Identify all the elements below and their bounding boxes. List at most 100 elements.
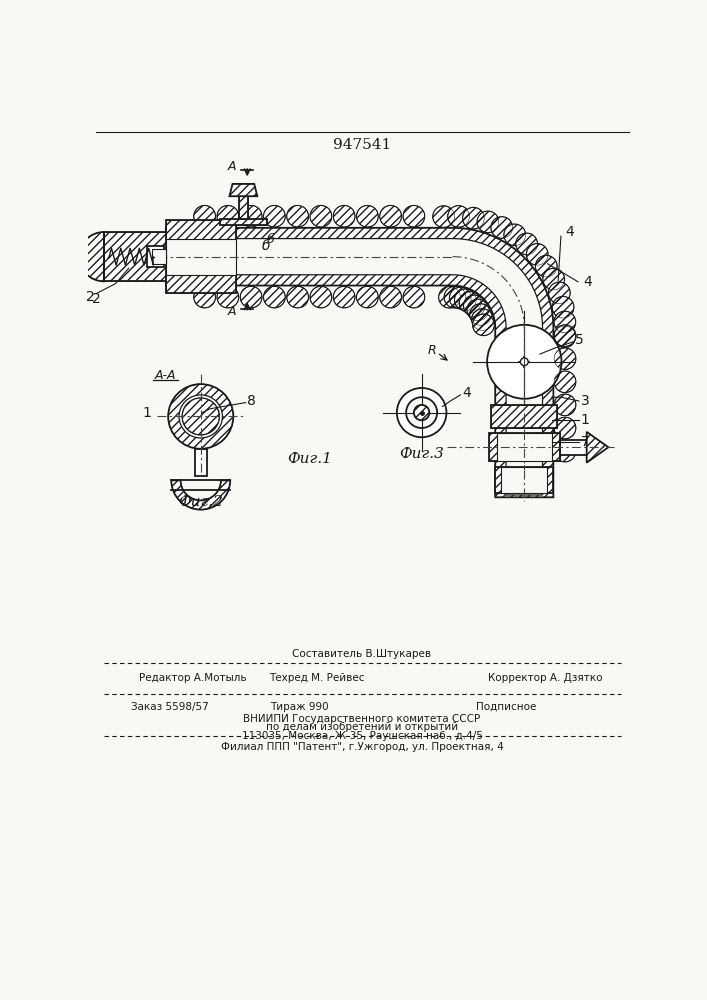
Text: Редактор А.Мотыль: Редактор А.Мотыль [139,673,246,683]
Circle shape [504,224,525,246]
Circle shape [487,325,561,399]
Circle shape [194,205,216,227]
Circle shape [554,348,575,369]
Circle shape [414,405,429,420]
Polygon shape [495,466,554,493]
Circle shape [549,282,570,304]
Circle shape [554,440,575,462]
Text: 7: 7 [580,435,589,449]
Circle shape [240,205,262,227]
Text: Техред М. Рейвес: Техред М. Рейвес [269,673,365,683]
Text: 1: 1 [142,406,151,420]
Text: А: А [228,305,236,318]
Circle shape [469,304,491,325]
Bar [239,196,248,219]
Circle shape [217,286,239,308]
Circle shape [240,286,262,308]
Polygon shape [489,433,559,461]
Text: по делам изобретений и открытий: по делам изобретений и открытий [266,722,458,732]
Circle shape [554,394,575,416]
Circle shape [526,244,548,265]
Polygon shape [166,220,235,293]
Text: А: А [228,160,236,173]
Circle shape [552,296,574,318]
Text: Подписное: Подписное [476,702,536,712]
Polygon shape [497,433,552,461]
Circle shape [264,286,285,308]
Text: б: б [267,233,274,246]
Bar [220,219,267,225]
Polygon shape [501,466,547,493]
Circle shape [462,207,484,229]
Circle shape [217,205,239,227]
Circle shape [477,211,498,233]
Circle shape [554,417,575,439]
Text: 947541: 947541 [333,138,391,152]
Circle shape [554,311,575,333]
Text: 4: 4 [583,275,592,289]
Polygon shape [491,405,557,428]
Circle shape [406,397,437,428]
Circle shape [543,268,564,290]
Text: 1: 1 [580,413,590,427]
Circle shape [472,314,494,336]
Circle shape [310,205,332,227]
Text: 4: 4 [565,225,574,239]
Text: б: б [261,239,269,253]
Circle shape [554,371,575,393]
Text: 5: 5 [575,333,583,347]
Circle shape [356,205,378,227]
Circle shape [333,205,355,227]
Bar [194,449,207,476]
Bar [559,440,587,455]
Circle shape [403,286,425,308]
Circle shape [467,299,489,321]
Circle shape [403,205,425,227]
Circle shape [554,325,575,346]
Circle shape [380,205,402,227]
Text: Филиал ППП "Патент", г.Ужгород, ул. Проектная, 4: Филиал ППП "Патент", г.Ужгород, ул. Прое… [221,742,503,752]
Polygon shape [587,432,609,463]
Text: ВНИИПИ Государственного комитета СССР: ВНИИПИ Государственного комитета СССР [243,714,481,724]
Polygon shape [166,239,542,495]
Circle shape [450,287,471,309]
Text: Фиг.3: Фиг.3 [399,447,444,461]
Text: 4: 4 [462,386,471,400]
Text: 2: 2 [86,290,94,304]
Circle shape [287,205,308,227]
Circle shape [448,206,469,227]
Circle shape [463,295,485,317]
Circle shape [444,286,466,308]
Circle shape [264,205,285,227]
Text: Тираж 990: Тираж 990 [271,702,329,712]
Circle shape [554,326,575,348]
Circle shape [356,286,378,308]
Polygon shape [152,249,166,264]
Circle shape [194,286,216,308]
Text: А-А: А-А [154,369,176,382]
Circle shape [491,217,513,238]
Circle shape [397,388,446,437]
Circle shape [179,395,223,438]
Text: Корректор А. Дзятко: Корректор А. Дзятко [489,673,603,683]
Circle shape [520,358,528,366]
Text: R: R [428,344,436,358]
Bar [104,232,166,281]
Circle shape [333,286,355,308]
Text: 2: 2 [92,292,100,306]
Text: Заказ 5598/57: Заказ 5598/57 [131,702,209,712]
Circle shape [380,286,402,308]
Text: Составитель В.Штукарев: Составитель В.Штукарев [293,649,431,659]
Circle shape [433,206,455,227]
Polygon shape [166,239,235,275]
Circle shape [310,286,332,308]
Circle shape [460,292,481,313]
Bar [146,246,163,267]
Circle shape [516,233,537,255]
Bar [104,232,166,281]
Circle shape [182,398,219,435]
Text: 8: 8 [247,394,256,408]
Text: 113035, Москва, Ж-35, Раушская наб., д.4/5: 113035, Москва, Ж-35, Раушская наб., д.4… [242,731,482,741]
Text: Фиг.2: Фиг.2 [178,495,223,509]
Polygon shape [230,184,257,196]
